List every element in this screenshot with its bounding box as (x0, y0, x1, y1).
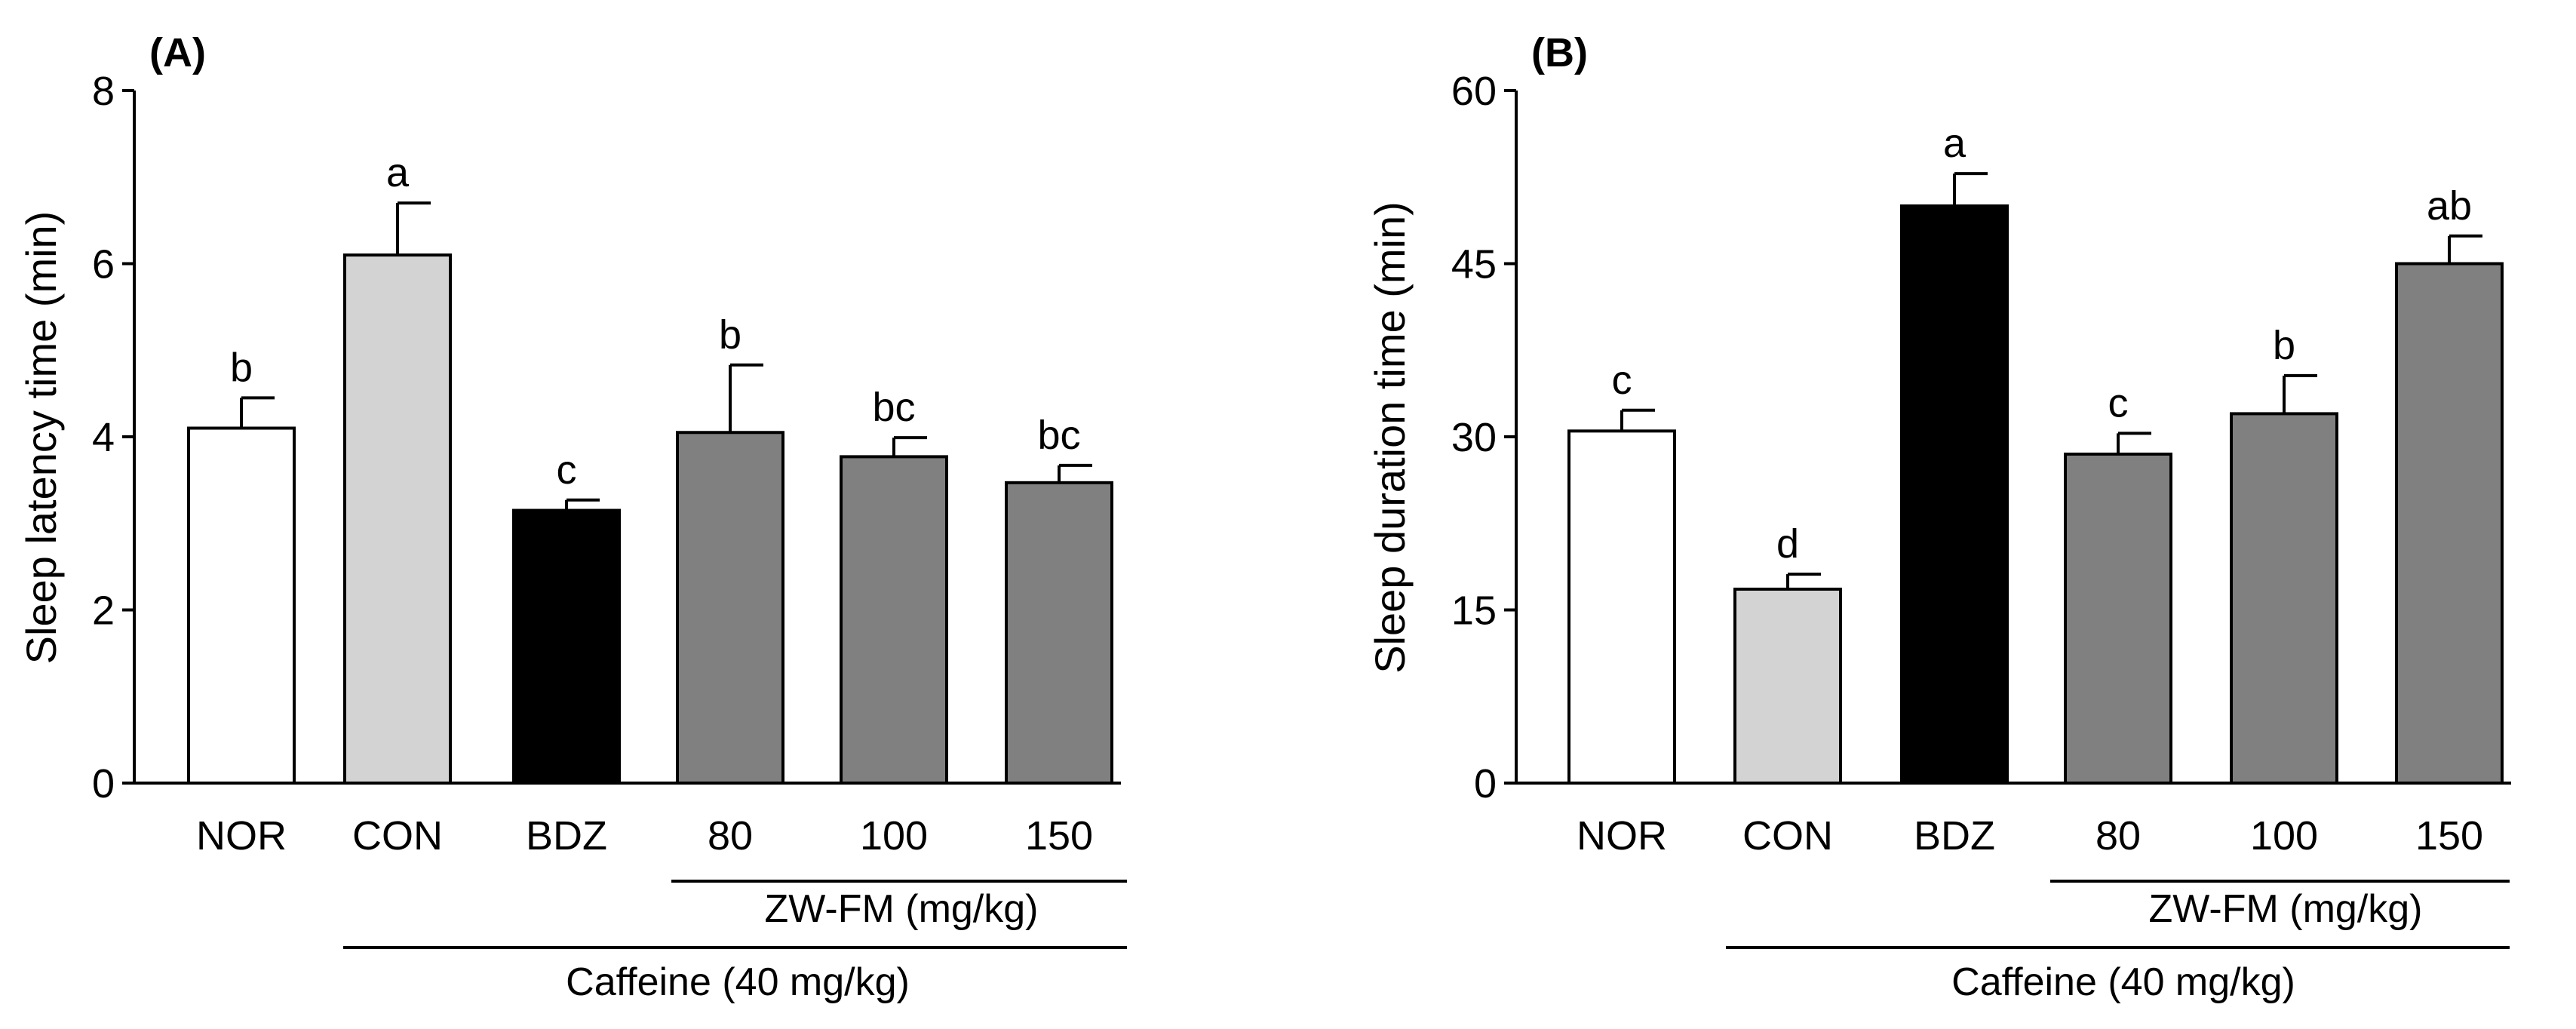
panel-b-y-tick-label: 60 (1451, 69, 1497, 114)
panel-a-bar-80 (676, 431, 784, 785)
panel-a-dose-group-label: ZW-FM (mg/kg) (765, 887, 1039, 931)
panel-a-category-label: BDZ (526, 813, 607, 859)
panel-b-significance-label: c (2108, 380, 2129, 425)
panel-b-category-label: 150 (2415, 813, 2483, 859)
panel-b-significance-label: ab (2427, 183, 2472, 229)
panel-b-category-label: CON (1742, 813, 1833, 859)
panel-b-significance-label: d (1776, 521, 1799, 567)
panel-a-y-tick-label: 6 (92, 242, 115, 287)
panel-a-y-tick-label: 4 (92, 415, 115, 460)
panel-b-label: (B) (1531, 30, 1588, 75)
panel-b: (B) Sleep duration time (min) ZW-FM (mg/… (1366, 30, 2511, 1004)
panel-a-significance-label: b (230, 345, 253, 390)
panel-a-bar-150 (1005, 481, 1113, 785)
panel-b-bar-nor (1567, 429, 1676, 785)
panel-a-bar-100 (840, 455, 948, 785)
panel-a-category-label: 100 (860, 813, 928, 859)
panel-b-bar-con (1733, 587, 1842, 785)
panel-b-bar-100 (2230, 412, 2338, 785)
panel-a-bar-con (343, 253, 452, 785)
panel-b-y-tick-label: 0 (1474, 761, 1497, 806)
panel-b-significance-label: c (1612, 358, 1632, 403)
panel-b-y-tick-label: 45 (1451, 242, 1497, 287)
panel-b-bar-80 (2064, 452, 2172, 785)
panel-a-category-label: 150 (1025, 813, 1093, 859)
panel-a-significance-label: c (557, 447, 577, 493)
panel-a-significance-label: b (719, 312, 741, 358)
panel-b-category-label: BDZ (1914, 813, 1995, 859)
panel-a-category-label: 80 (708, 813, 753, 859)
panel-a-bar-bdz (512, 508, 621, 785)
panel-b-y-tick-label: 15 (1451, 588, 1497, 634)
panel-a-label: (A) (149, 30, 206, 75)
panel-a-category-label: CON (352, 813, 443, 859)
panel-a-y-axis-title: Sleep latency time (min) (17, 211, 65, 665)
panel-b-significance-label: a (1943, 121, 1967, 166)
panel-b-y-axis-title: Sleep duration time (min) (1366, 201, 1414, 674)
panel-a: (A) Sleep latency time (min) ZW-FM (mg/k… (17, 30, 1127, 1004)
panel-b-category-label: 100 (2250, 813, 2318, 859)
panel-a-significance-label: bc (872, 385, 915, 430)
panel-a-y-tick-label: 2 (92, 588, 115, 634)
panel-b-bar-bdz (1900, 204, 2009, 785)
panel-a-treatment-group-label: Caffeine (40 mg/kg) (566, 960, 910, 1004)
panel-a-y-tick-label: 0 (92, 761, 115, 806)
panel-a-significance-label: a (386, 150, 410, 195)
panel-b-y-tick-label: 30 (1451, 415, 1497, 460)
panel-b-category-label: NOR (1577, 813, 1667, 859)
panel-b-category-label: 80 (2095, 813, 2141, 859)
panel-a-y-tick-label: 8 (92, 69, 115, 114)
panel-b-dose-group-label: ZW-FM (mg/kg) (2149, 887, 2423, 931)
panel-b-significance-label: b (2273, 323, 2295, 368)
panel-b-bar-150 (2395, 262, 2504, 785)
panel-a-significance-label: bc (1037, 413, 1080, 458)
panel-a-category-label: NOR (196, 813, 287, 859)
panel-b-treatment-group-label: Caffeine (40 mg/kg) (1951, 960, 2295, 1004)
panel-a-bar-nor (187, 426, 296, 785)
